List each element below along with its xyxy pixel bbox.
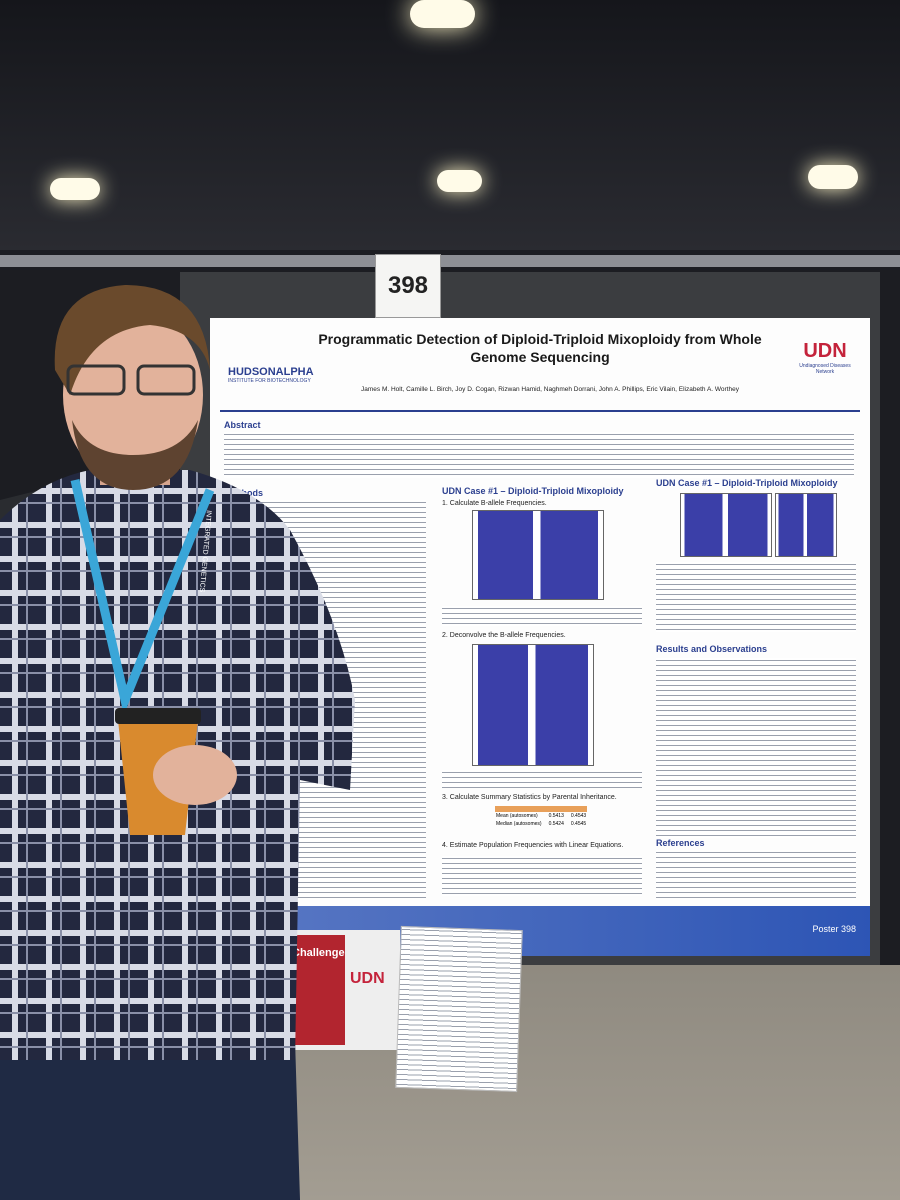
cell: Median (autosomes) xyxy=(496,821,542,827)
step-label: 2. Deconvolve the B-allele Frequencies. xyxy=(442,632,566,639)
header-rule xyxy=(220,410,860,412)
table-row: Mean (autosomes) 0.5413 0.4543 xyxy=(495,809,587,820)
cell: 0.4545 xyxy=(570,821,587,827)
caption xyxy=(656,562,856,632)
side-title: Challenge xyxy=(292,947,345,959)
cell: Mean (autosomes) xyxy=(496,813,538,819)
glasses xyxy=(136,364,196,396)
body-text xyxy=(224,432,854,478)
light xyxy=(808,165,858,189)
side-poster: Challenge UDN xyxy=(290,930,400,1050)
section-heading: References xyxy=(656,838,705,848)
light xyxy=(437,170,482,192)
figure xyxy=(472,510,604,600)
caption xyxy=(442,770,642,788)
cell: 0.4543 xyxy=(570,813,587,819)
section-heading: UDN Case #1 – Diploid-Triploid Mixoploid… xyxy=(442,486,624,496)
hair xyxy=(54,285,210,395)
hudsonalpha-logo: HUDSONALPHA INSTITUTE FOR BIOTECHNOLOGY xyxy=(228,366,314,384)
beam xyxy=(0,255,900,267)
footer-label: Poster 398 xyxy=(812,924,856,934)
caption xyxy=(442,606,642,626)
logo-sub: INSTITUTE FOR BIOTECHNOLOGY xyxy=(228,378,311,384)
cup-lid xyxy=(115,708,201,724)
step-label: 1. Calculate B-allele Frequencies. xyxy=(442,500,547,507)
logo-name: UDN xyxy=(803,340,847,362)
authors: James M. Holt, Camille L. Birch, Joy D. … xyxy=(361,386,739,393)
person: INTEGRATED GENETICS xyxy=(0,285,355,1200)
glasses xyxy=(66,364,126,396)
logo-sub: Undiagnosed Diseases Network xyxy=(799,363,851,375)
lanyard xyxy=(70,479,215,715)
step-label: 3. Calculate Summary Statistics by Paren… xyxy=(442,794,617,801)
poster-title: Programmatic Detection of Diploid-Triplo… xyxy=(318,331,762,365)
beard xyxy=(72,420,198,490)
booth-number: 398 xyxy=(387,272,429,299)
section-heading: Abstract xyxy=(224,420,261,430)
cell: 0.5413 xyxy=(548,813,564,819)
figure xyxy=(472,644,594,766)
cell: 0.5424 xyxy=(548,821,564,827)
logo-name: HUDSONALPHA xyxy=(228,366,314,378)
figure xyxy=(775,493,837,557)
step-label: 4. Estimate Population Frequencies with … xyxy=(442,842,624,849)
red-panel: Challenge xyxy=(290,935,345,1045)
booth-sign: 398 xyxy=(375,254,441,318)
summary-table: Mean (autosomes) 0.5413 0.4543 Median (aut… xyxy=(495,806,588,828)
side-logo: UDN xyxy=(350,970,385,987)
hand xyxy=(153,745,237,805)
table-row: Median (autosomes) 0.5424 0.4545 xyxy=(495,820,587,828)
body-text xyxy=(656,850,856,900)
section-heading: Results and Observations xyxy=(656,644,768,654)
figure xyxy=(680,493,772,557)
handout xyxy=(395,925,523,1093)
jeans xyxy=(0,1040,300,1200)
udn-logo: UDN Undiagnosed Diseases Network xyxy=(795,340,855,375)
face xyxy=(63,307,203,483)
ceiling xyxy=(0,0,900,250)
section-heading: UDN Case #1 – Diploid-Triploid Mixoploid… xyxy=(656,478,838,488)
light xyxy=(50,178,100,200)
body-text xyxy=(656,658,856,838)
light xyxy=(410,0,475,28)
body-text xyxy=(442,856,642,896)
